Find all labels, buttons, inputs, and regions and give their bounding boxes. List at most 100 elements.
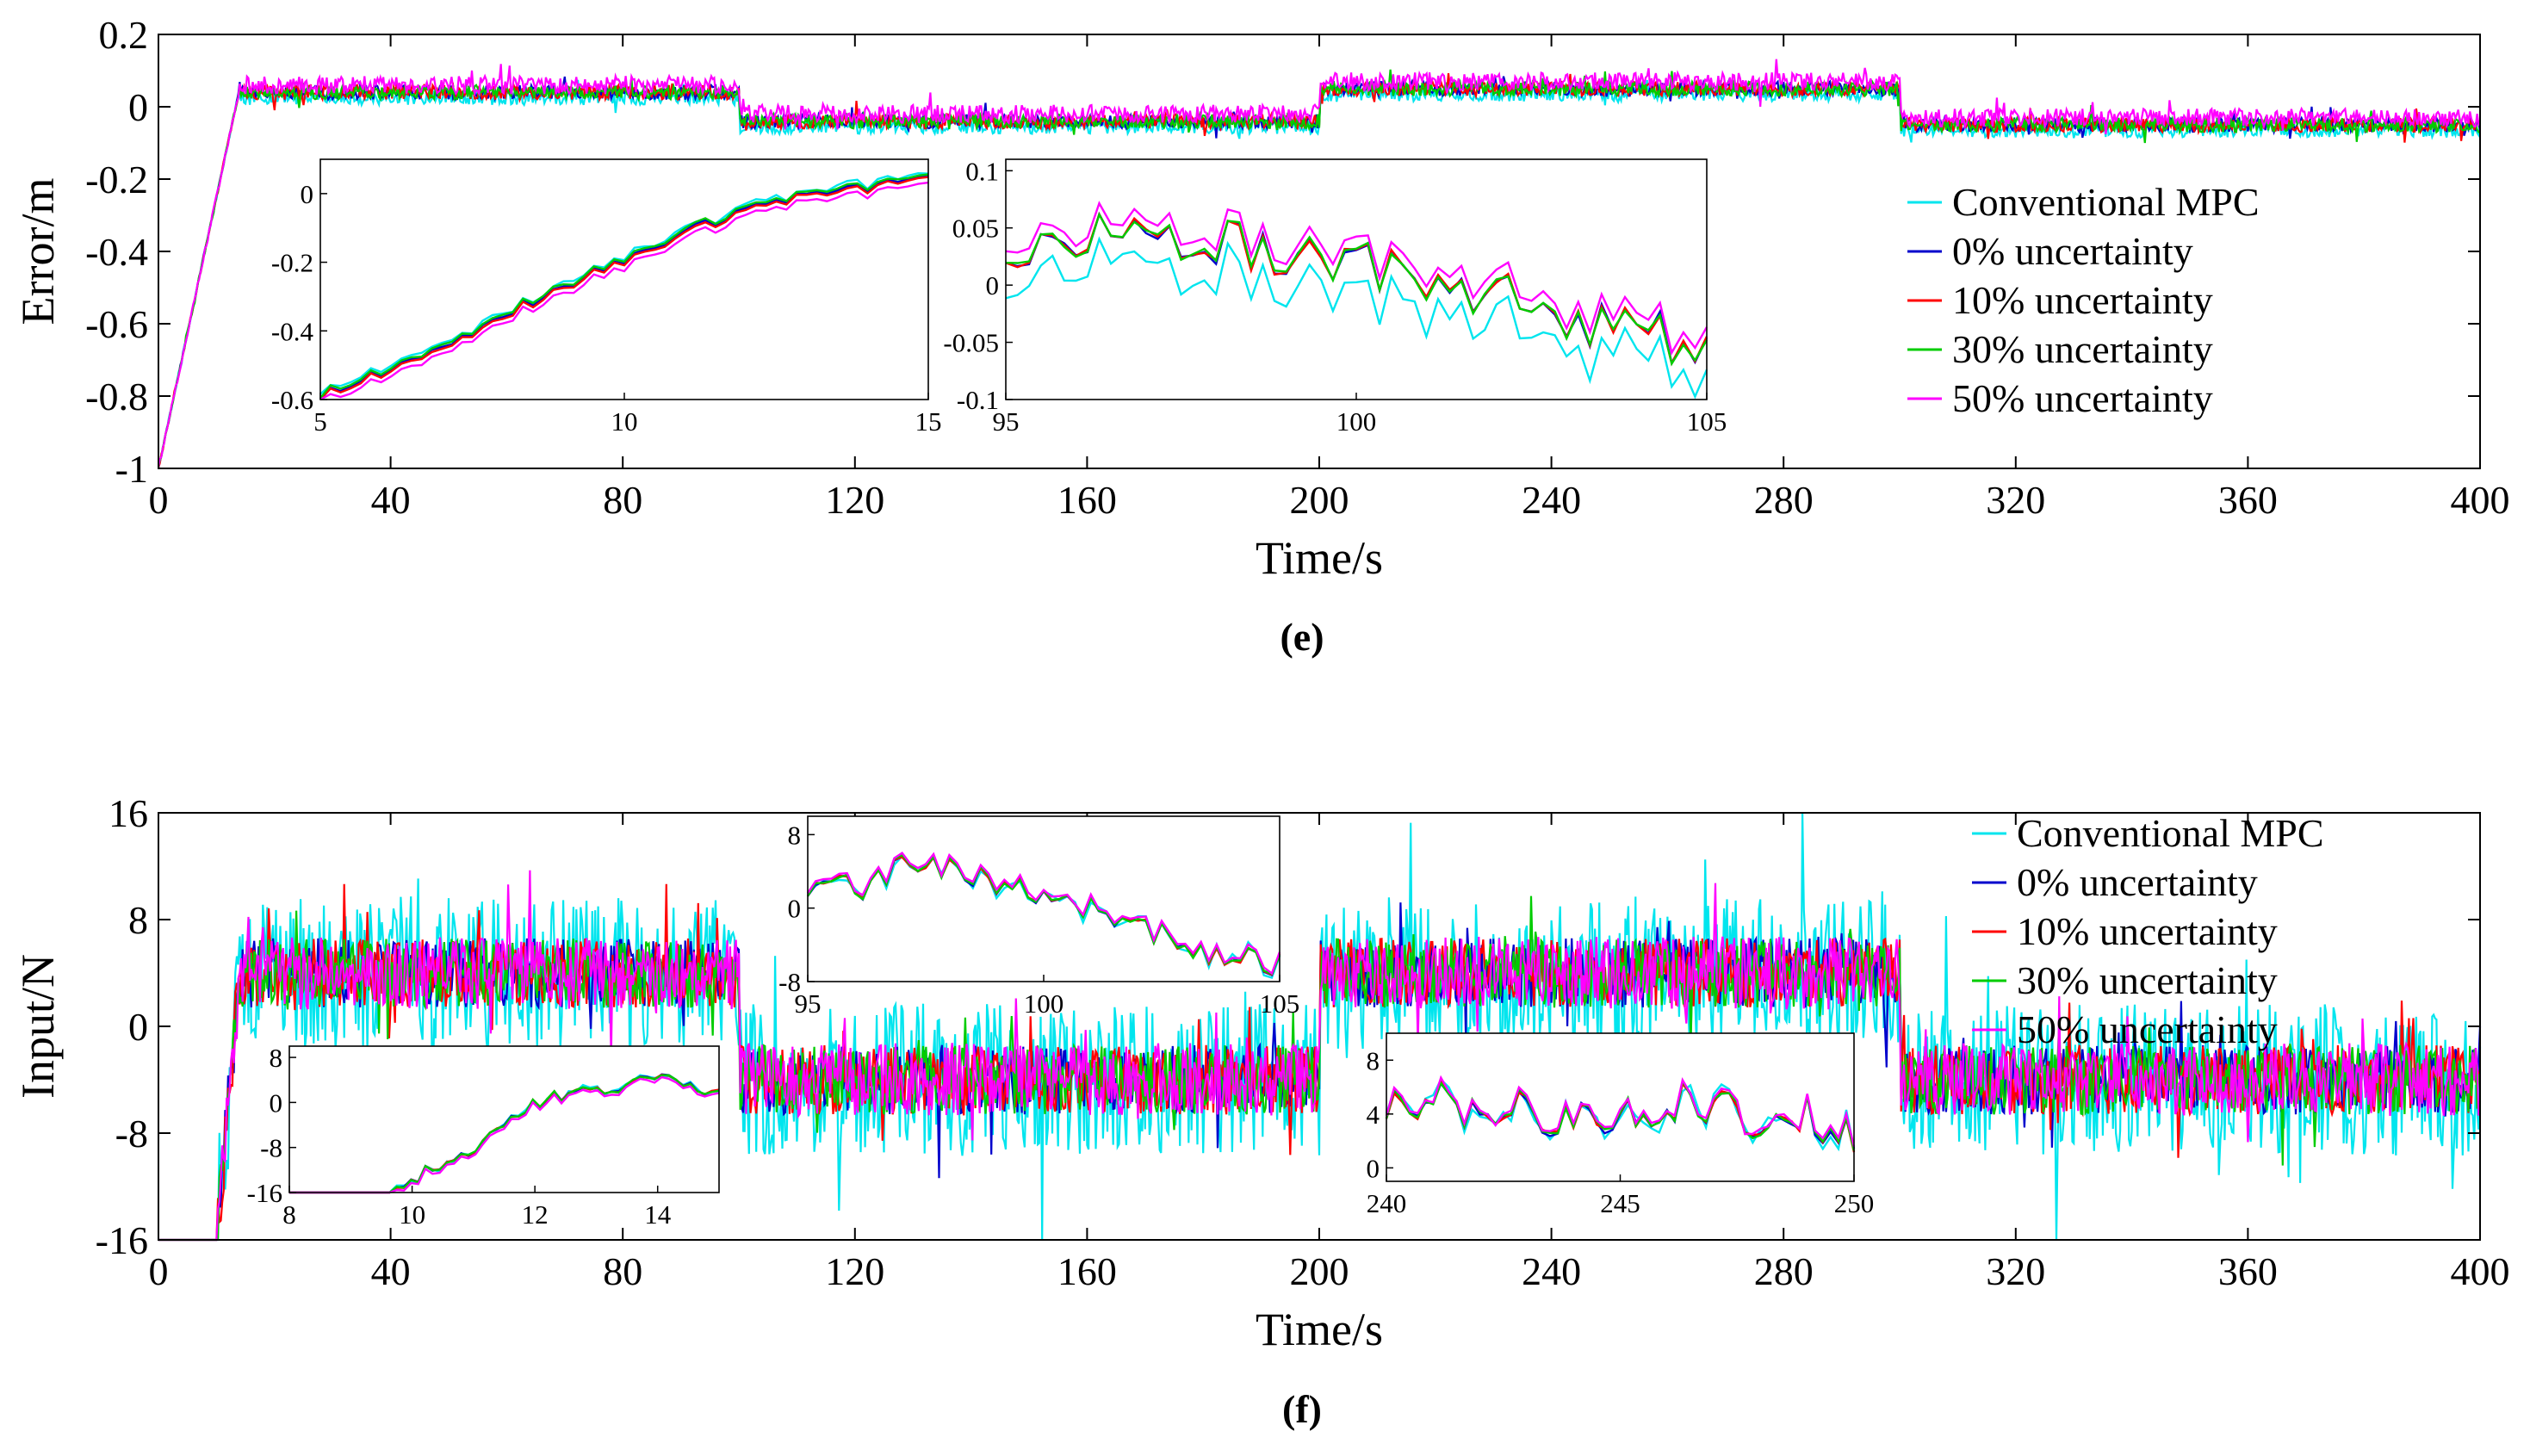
x-tick-label: 200 xyxy=(1290,1249,1349,1293)
inset-y-tick-label: 8 xyxy=(788,820,802,850)
legend-entry: 0% uncertainty xyxy=(1952,229,2193,273)
inset-1: 95 100 105 -0.1 -0.05 0 0.05 0.1 xyxy=(943,156,1727,437)
series-line-4 xyxy=(157,59,2481,468)
y-tick-label: -1 xyxy=(115,447,148,491)
x-tick-label: 360 xyxy=(2218,478,2278,522)
x-tick-label: 400 xyxy=(2451,1249,2510,1293)
inset-y-tick-label: 0.05 xyxy=(952,214,999,244)
inset-x-tick-label: 105 xyxy=(1260,988,1300,1019)
inset-x-tick-label: 240 xyxy=(1367,1188,1407,1218)
inset-series-line-4 xyxy=(806,851,1281,976)
y-tick-label: -0.4 xyxy=(85,230,148,274)
inset-background xyxy=(289,1046,719,1193)
y-tick-label: 0.2 xyxy=(99,13,149,57)
inset-x-tick-label: 10 xyxy=(399,1199,425,1230)
legend-entry: 0% uncertainty xyxy=(2017,860,2258,904)
inset-background xyxy=(1386,1033,1854,1181)
inset-y-tick-label: 0.1 xyxy=(965,156,999,186)
legend-entry: Conventional MPC xyxy=(2017,811,2324,855)
x-tick-label: 40 xyxy=(371,478,411,522)
inset-series-line-3 xyxy=(1005,212,1708,367)
inset-y-tick-label: -0.1 xyxy=(957,385,999,415)
x-tick-label: 400 xyxy=(2451,478,2510,522)
x-tick-label: 320 xyxy=(1986,478,2045,522)
inset-y-tick-label: -0.4 xyxy=(271,316,314,346)
inset-y-tick-label: 0 xyxy=(1367,1153,1380,1183)
y-axis-label: Error/m xyxy=(12,178,64,325)
x-tick-label: 280 xyxy=(1754,1249,1814,1293)
legend-entry: 50% uncertainty xyxy=(2017,1007,2278,1051)
inset-0: 5 10 15 -0.6 -0.4 -0.2 0 xyxy=(271,158,942,437)
series-line-4 xyxy=(158,870,2482,1242)
x-axis-label: Time/s xyxy=(1256,532,1383,584)
y-tick-label: 0 xyxy=(128,85,148,129)
inset-series-line-0 xyxy=(1385,1077,1856,1152)
inset-x-tick-label: 100 xyxy=(1336,406,1377,437)
inset-y-tick-label: 8 xyxy=(1367,1045,1380,1075)
inset-x-tick-label: 5 xyxy=(313,406,327,437)
inset-y-tick-label: -8 xyxy=(260,1133,282,1163)
legend: Conventional MPC 0% uncertainty 10% uncert… xyxy=(1907,180,2260,420)
inset-x-tick-label: 8 xyxy=(282,1199,296,1230)
inset-x-tick-label: 105 xyxy=(1687,406,1727,437)
y-tick-label: -0.6 xyxy=(85,302,148,346)
inset-0: 8 10 12 14 -16 -8 0 8 xyxy=(247,1043,720,1230)
inset-y-tick-label: -0.6 xyxy=(271,385,313,415)
inset-y-tick-label: -16 xyxy=(247,1178,282,1208)
inset-background xyxy=(808,816,1280,982)
y-tick-label: -0.2 xyxy=(85,158,148,201)
y-tick-label: 8 xyxy=(128,898,148,942)
inset-background xyxy=(1006,159,1707,400)
inset-frame xyxy=(288,1045,720,1193)
inset-y-tick-label: 0 xyxy=(788,894,802,924)
inset-x-tick-label: 245 xyxy=(1600,1188,1640,1218)
y-tick-label: -0.8 xyxy=(85,375,148,418)
inset-y-tick-label: 4 xyxy=(1367,1100,1380,1130)
x-axis-label: Time/s xyxy=(1256,1304,1383,1355)
y-tick-label: 0 xyxy=(128,1005,148,1049)
x-tick-label: 120 xyxy=(825,478,884,522)
inset-series-line-4 xyxy=(319,181,929,401)
x-tick-label: 200 xyxy=(1290,478,1349,522)
legend-entry: 10% uncertainty xyxy=(2017,909,2278,953)
x-tick-label: 80 xyxy=(603,1249,642,1293)
inset-y-tick-label: 0 xyxy=(270,1087,283,1118)
x-tick-label: 160 xyxy=(1057,1249,1117,1293)
inset-x-tick-label: 15 xyxy=(915,406,942,437)
figure-caption: (e) xyxy=(1280,615,1324,659)
inset-x-tick-label: 250 xyxy=(1834,1188,1875,1218)
inset-y-tick-label: 0 xyxy=(301,179,314,209)
figure-caption: (f) xyxy=(1282,1387,1322,1431)
chart-e: 0 40 80 120 160 200 240 280 320 360 400 -1 -0.8 -0.6 -… xyxy=(12,13,2510,659)
x-tick-label: 360 xyxy=(2218,1249,2278,1293)
inset-y-tick-label: -0.05 xyxy=(943,328,999,358)
x-tick-label: 240 xyxy=(1522,1249,1581,1293)
x-tick-label: 40 xyxy=(371,1249,411,1293)
inset-y-tick-label: -0.2 xyxy=(271,248,313,278)
inset-x-tick-label: 12 xyxy=(522,1199,549,1230)
x-tick-label: 280 xyxy=(1754,478,1814,522)
inset-series-line-3 xyxy=(319,173,929,400)
x-tick-label: 320 xyxy=(1986,1249,2045,1293)
inset-y-tick-label: 0 xyxy=(986,270,1000,300)
inset-x-tick-label: 100 xyxy=(1024,988,1064,1019)
series-line-3 xyxy=(157,69,2481,468)
inset-x-tick-label: 95 xyxy=(795,988,822,1019)
x-tick-label: 240 xyxy=(1522,478,1581,522)
legend-entry: 50% uncertainty xyxy=(1952,376,2213,420)
inset-x-tick-label: 14 xyxy=(644,1199,672,1230)
y-tick-label: 16 xyxy=(109,791,148,835)
x-tick-label: 120 xyxy=(825,1249,884,1293)
y-tick-label: -16 xyxy=(96,1218,148,1262)
inset-1: 95 100 105 -8 0 8 xyxy=(778,815,1300,1019)
x-tick-label: 80 xyxy=(603,478,642,522)
inset-2: 240 245 250 0 4 8 xyxy=(1367,1032,1875,1218)
inset-x-tick-label: 95 xyxy=(993,406,1020,437)
chart-f: 0 40 80 120 160 200 240 280 320 360 400-16-80816Ti… xyxy=(12,791,2510,1431)
inset-y-tick-label: 8 xyxy=(270,1043,283,1073)
legend-entry: 30% uncertainty xyxy=(1952,327,2213,371)
x-tick-label: 160 xyxy=(1057,478,1117,522)
inset-y-tick-label: -8 xyxy=(778,967,801,997)
inset-x-tick-label: 10 xyxy=(611,406,638,437)
